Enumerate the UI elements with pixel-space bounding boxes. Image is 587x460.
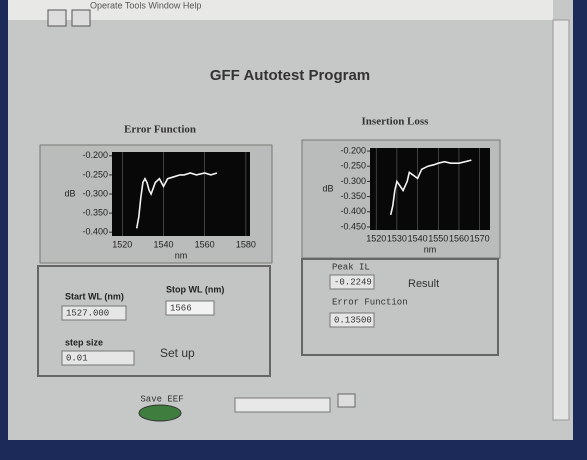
start-wl-label: Start WL (nm)	[65, 291, 124, 301]
peak-il-label: Peak IL	[332, 262, 370, 272]
setup-panel	[37, 265, 271, 377]
x-axis-label: nm	[175, 250, 188, 260]
y-tick-label: -0.250	[82, 169, 108, 179]
menu: Operate Tools Window Help	[90, 0, 201, 10]
y-tick-label: -0.400	[340, 206, 366, 216]
chart-title: Error Function	[124, 124, 196, 136]
x-tick-label: 1540	[153, 239, 173, 249]
x-tick-label: 1570	[470, 233, 490, 243]
x-tick-label: 1560	[449, 233, 469, 243]
x-axis-label: nm	[424, 244, 437, 254]
run-continuous-button[interactable]	[71, 9, 91, 27]
stop-wl-value: 1566	[170, 303, 192, 313]
run-button[interactable]	[47, 9, 67, 27]
error-function-value: 0.13500	[334, 315, 372, 325]
setup-button[interactable]: Set up	[160, 346, 195, 360]
app-title: GFF Autotest Program	[210, 67, 370, 84]
y-tick-label: -0.350	[340, 191, 366, 201]
y-tick-label: -0.350	[82, 207, 108, 217]
start-wl-value: 1527.000	[66, 308, 109, 318]
x-tick-label: 1550	[428, 233, 448, 243]
path-field[interactable]	[234, 397, 331, 413]
stop-wl-input[interactable]	[165, 300, 215, 316]
y-axis-label: dB	[64, 188, 75, 198]
start-wl-input[interactable]	[61, 305, 127, 321]
save-button[interactable]	[138, 404, 182, 422]
y-tick-label: -0.300	[340, 176, 366, 186]
save-label: Save EEF	[140, 394, 183, 404]
menu-bar	[8, 0, 553, 20]
y-tick-label: -0.250	[340, 161, 366, 171]
trace	[389, 159, 472, 215]
trace	[135, 172, 218, 229]
x-tick-label: 1560	[195, 239, 215, 249]
step-size-value: 0.01	[66, 353, 88, 363]
y-tick-label: -0.200	[340, 145, 366, 155]
step-size-label: step size	[65, 337, 103, 347]
x-tick-label: 1540	[408, 233, 428, 243]
y-tick-label: -0.300	[82, 188, 108, 198]
chart-title: Insertion Loss	[362, 116, 430, 128]
y-tick-label: -0.400	[82, 227, 108, 237]
step-size-input[interactable]	[61, 350, 135, 366]
y-tick-label: -0.200	[82, 150, 108, 160]
y-axis-label: dB	[322, 183, 333, 193]
plot-area	[370, 148, 490, 230]
x-tick-label: 1580	[236, 239, 256, 249]
result-label: Result	[408, 278, 439, 290]
browse-button[interactable]	[337, 393, 356, 408]
plot-area	[112, 152, 250, 236]
y-tick-label: -0.450	[340, 221, 366, 231]
scrollbar[interactable]	[552, 19, 570, 421]
stop-wl-label: Stop WL (nm)	[166, 284, 224, 294]
error-function-field	[329, 312, 375, 328]
x-tick-label: 1530	[387, 233, 407, 243]
peak-il-value: -0.2249	[334, 277, 372, 287]
error-function-label: Error Function	[332, 297, 408, 307]
peak-il-field	[329, 274, 375, 290]
x-tick-label: 1520	[112, 239, 132, 249]
x-tick-label: 1520	[366, 233, 386, 243]
